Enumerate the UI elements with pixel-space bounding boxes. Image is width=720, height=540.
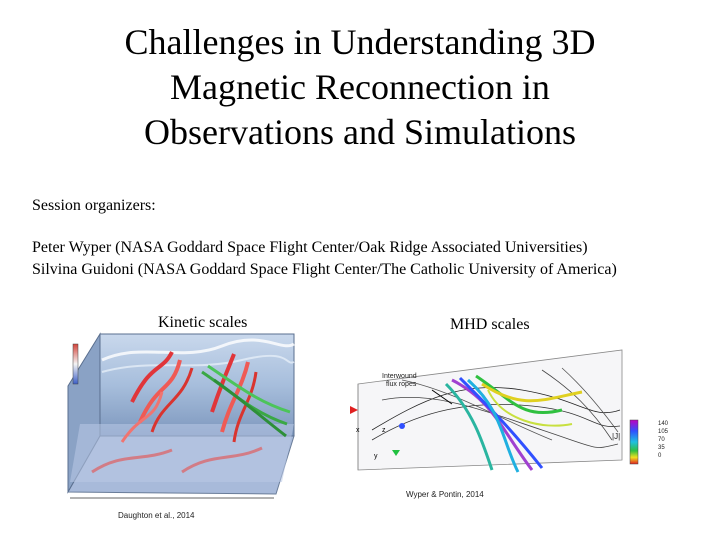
colorbar-ticks: 140 105 70 35 0 — [658, 420, 668, 460]
colorbar-tick: 35 — [658, 445, 665, 451]
flux-rope-annotation: Interwound flux ropes — [382, 373, 419, 388]
organizers-label: Session organizers: — [32, 197, 156, 214]
title-line-1: Challenges in Understanding 3D — [124, 22, 596, 62]
kinetic-simulation-figure — [67, 332, 295, 499]
colorbar-label: |J| — [612, 432, 621, 441]
colorbar-tick: 70 — [658, 437, 665, 443]
svg-text:x: x — [356, 427, 360, 434]
mhd-simulation-figure: Interwound flux ropes x z y — [350, 349, 639, 473]
organizer-2: Silvina Guidoni (NASA Goddard Space Flig… — [32, 261, 617, 278]
colorbar-tick: 140 — [658, 421, 669, 427]
svg-text:y: y — [374, 453, 378, 460]
kinetic-credit: Daughton et al., 2014 — [118, 511, 195, 520]
mhd-credit: Wyper & Pontin, 2014 — [406, 490, 484, 499]
colorbar-tick: 0 — [658, 453, 662, 459]
mhd-caption: MHD scales — [450, 316, 530, 333]
organizer-1: Peter Wyper (NASA Goddard Space Flight C… — [32, 239, 588, 256]
slide-title: Challenges in Understanding 3D Magnetic … — [40, 20, 680, 155]
kinetic-caption: Kinetic scales — [158, 314, 248, 331]
title-line-2: Magnetic Reconnection in — [170, 67, 550, 107]
svg-text:z: z — [382, 427, 386, 434]
colorbar-tick: 105 — [658, 429, 669, 435]
title-line-3: Observations and Simulations — [144, 112, 576, 152]
